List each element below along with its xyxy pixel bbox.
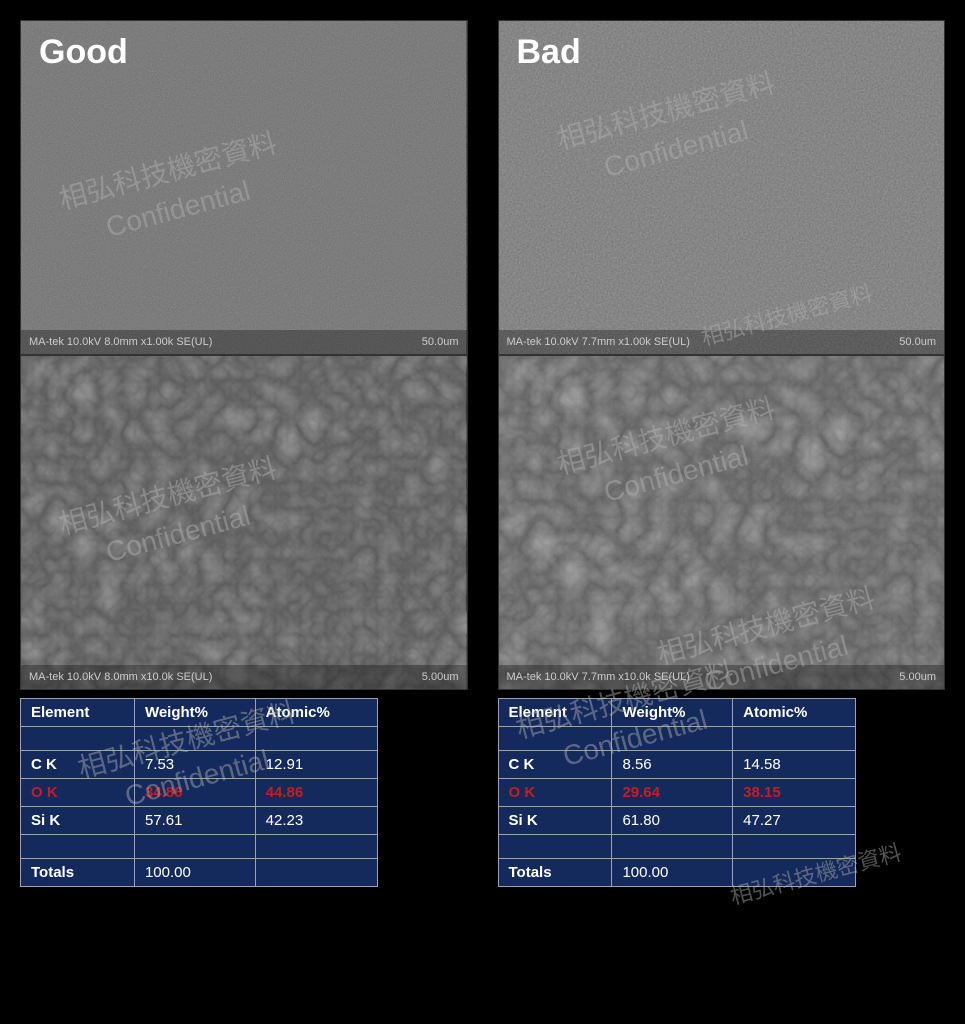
cell-atomic: 38.15	[733, 779, 855, 807]
sem-caption: MA-tek 10.0kV 7.7mm x1.00k SE(UL) 50.0um	[499, 330, 945, 354]
table-empty-row	[21, 835, 378, 859]
cell-weight: 61.80	[612, 807, 733, 835]
cell-element: Si K	[21, 807, 135, 835]
cell-element: Si K	[498, 807, 612, 835]
eds-table-wrapper-right: Element Weight% Atomic% C K 8.56 14.58 O…	[498, 690, 946, 887]
cell-totals-weight: 100.00	[134, 859, 255, 887]
eds-table-wrapper-left: Element Weight% Atomic% C K 7.53 12.91 O…	[20, 690, 468, 887]
eds-table-bad: Element Weight% Atomic% C K 8.56 14.58 O…	[498, 698, 856, 887]
table-header-row: Element Weight% Atomic%	[498, 699, 855, 727]
sem-caption-scale: 50.0um	[422, 336, 459, 348]
table-row: Si K 61.80 47.27	[498, 807, 855, 835]
left-column: Good 相弘科技機密資料 Confidential MA-tek 10.0kV…	[20, 20, 468, 887]
cell-weight: 34.86	[134, 779, 255, 807]
table-totals-row: Totals 100.00	[21, 859, 378, 887]
table-row: C K 8.56 14.58	[498, 751, 855, 779]
col-weight: Weight%	[134, 699, 255, 727]
cell-atomic: 14.58	[733, 751, 855, 779]
cell-totals-atomic	[733, 859, 855, 887]
cell-totals-atomic	[255, 859, 377, 887]
col-atomic: Atomic%	[255, 699, 377, 727]
cell-totals-label: Totals	[498, 859, 612, 887]
right-column: Bad 相弘科技機密資料 Confidential 相弘科技機密資料 MA-te…	[498, 20, 946, 887]
cell-totals-weight: 100.00	[612, 859, 733, 887]
sem-texture-svg	[499, 356, 945, 690]
sem-caption-scale: 50.0um	[899, 336, 936, 348]
cell-weight: 29.64	[612, 779, 733, 807]
cell-element: C K	[498, 751, 612, 779]
col-element: Element	[21, 699, 135, 727]
table-totals-row: Totals 100.00	[498, 859, 855, 887]
sem-image-bad-high-mag: 相弘科技機密資料 Confidential 相弘科技機密資料 Confident…	[498, 355, 946, 690]
cell-weight: 57.61	[134, 807, 255, 835]
sem-caption: MA-tek 10.0kV 8.0mm x10.0k SE(UL) 5.00um	[21, 665, 467, 689]
sem-caption: MA-tek 10.0kV 8.0mm x1.00k SE(UL) 50.0um	[21, 330, 467, 354]
cell-element: O K	[498, 779, 612, 807]
col-weight: Weight%	[612, 699, 733, 727]
sem-image-good-low-mag: Good 相弘科技機密資料 Confidential MA-tek 10.0kV…	[20, 20, 468, 355]
table-row-highlight: O K 34.86 44.86	[21, 779, 378, 807]
col-atomic: Atomic%	[733, 699, 855, 727]
sem-caption-left: MA-tek 10.0kV 8.0mm x10.0k SE(UL)	[29, 671, 212, 683]
main-grid: Good 相弘科技機密資料 Confidential MA-tek 10.0kV…	[0, 0, 965, 897]
cell-atomic: 42.23	[255, 807, 377, 835]
sem-label-bad: Bad	[517, 33, 581, 72]
sem-caption: MA-tek 10.0kV 7.7mm x10.0k SE(UL) 5.00um	[499, 665, 945, 689]
cell-atomic: 47.27	[733, 807, 855, 835]
cell-weight: 8.56	[612, 751, 733, 779]
cell-atomic: 44.86	[255, 779, 377, 807]
cell-totals-label: Totals	[21, 859, 135, 887]
table-empty-row	[21, 727, 378, 751]
table-header-row: Element Weight% Atomic%	[21, 699, 378, 727]
sem-image-good-high-mag: 相弘科技機密資料 Confidential MA-tek 10.0kV 8.0m…	[20, 355, 468, 690]
sem-caption-scale: 5.00um	[899, 671, 936, 683]
table-row: Si K 57.61 42.23	[21, 807, 378, 835]
sem-image-bad-low-mag: Bad 相弘科技機密資料 Confidential 相弘科技機密資料 MA-te…	[498, 20, 946, 355]
table-empty-row	[498, 727, 855, 751]
sem-caption-scale: 5.00um	[422, 671, 459, 683]
sem-caption-left: MA-tek 10.0kV 8.0mm x1.00k SE(UL)	[29, 336, 212, 348]
col-element: Element	[498, 699, 612, 727]
sem-caption-left: MA-tek 10.0kV 7.7mm x1.00k SE(UL)	[507, 336, 690, 348]
eds-table-good: Element Weight% Atomic% C K 7.53 12.91 O…	[20, 698, 378, 887]
cell-weight: 7.53	[134, 751, 255, 779]
cell-atomic: 12.91	[255, 751, 377, 779]
sem-label-good: Good	[39, 33, 128, 72]
sem-texture-svg	[21, 356, 467, 690]
table-row: C K 7.53 12.91	[21, 751, 378, 779]
table-empty-row	[498, 835, 855, 859]
cell-element: O K	[21, 779, 135, 807]
cell-element: C K	[21, 751, 135, 779]
table-row-highlight: O K 29.64 38.15	[498, 779, 855, 807]
sem-caption-left: MA-tek 10.0kV 7.7mm x10.0k SE(UL)	[507, 671, 690, 683]
